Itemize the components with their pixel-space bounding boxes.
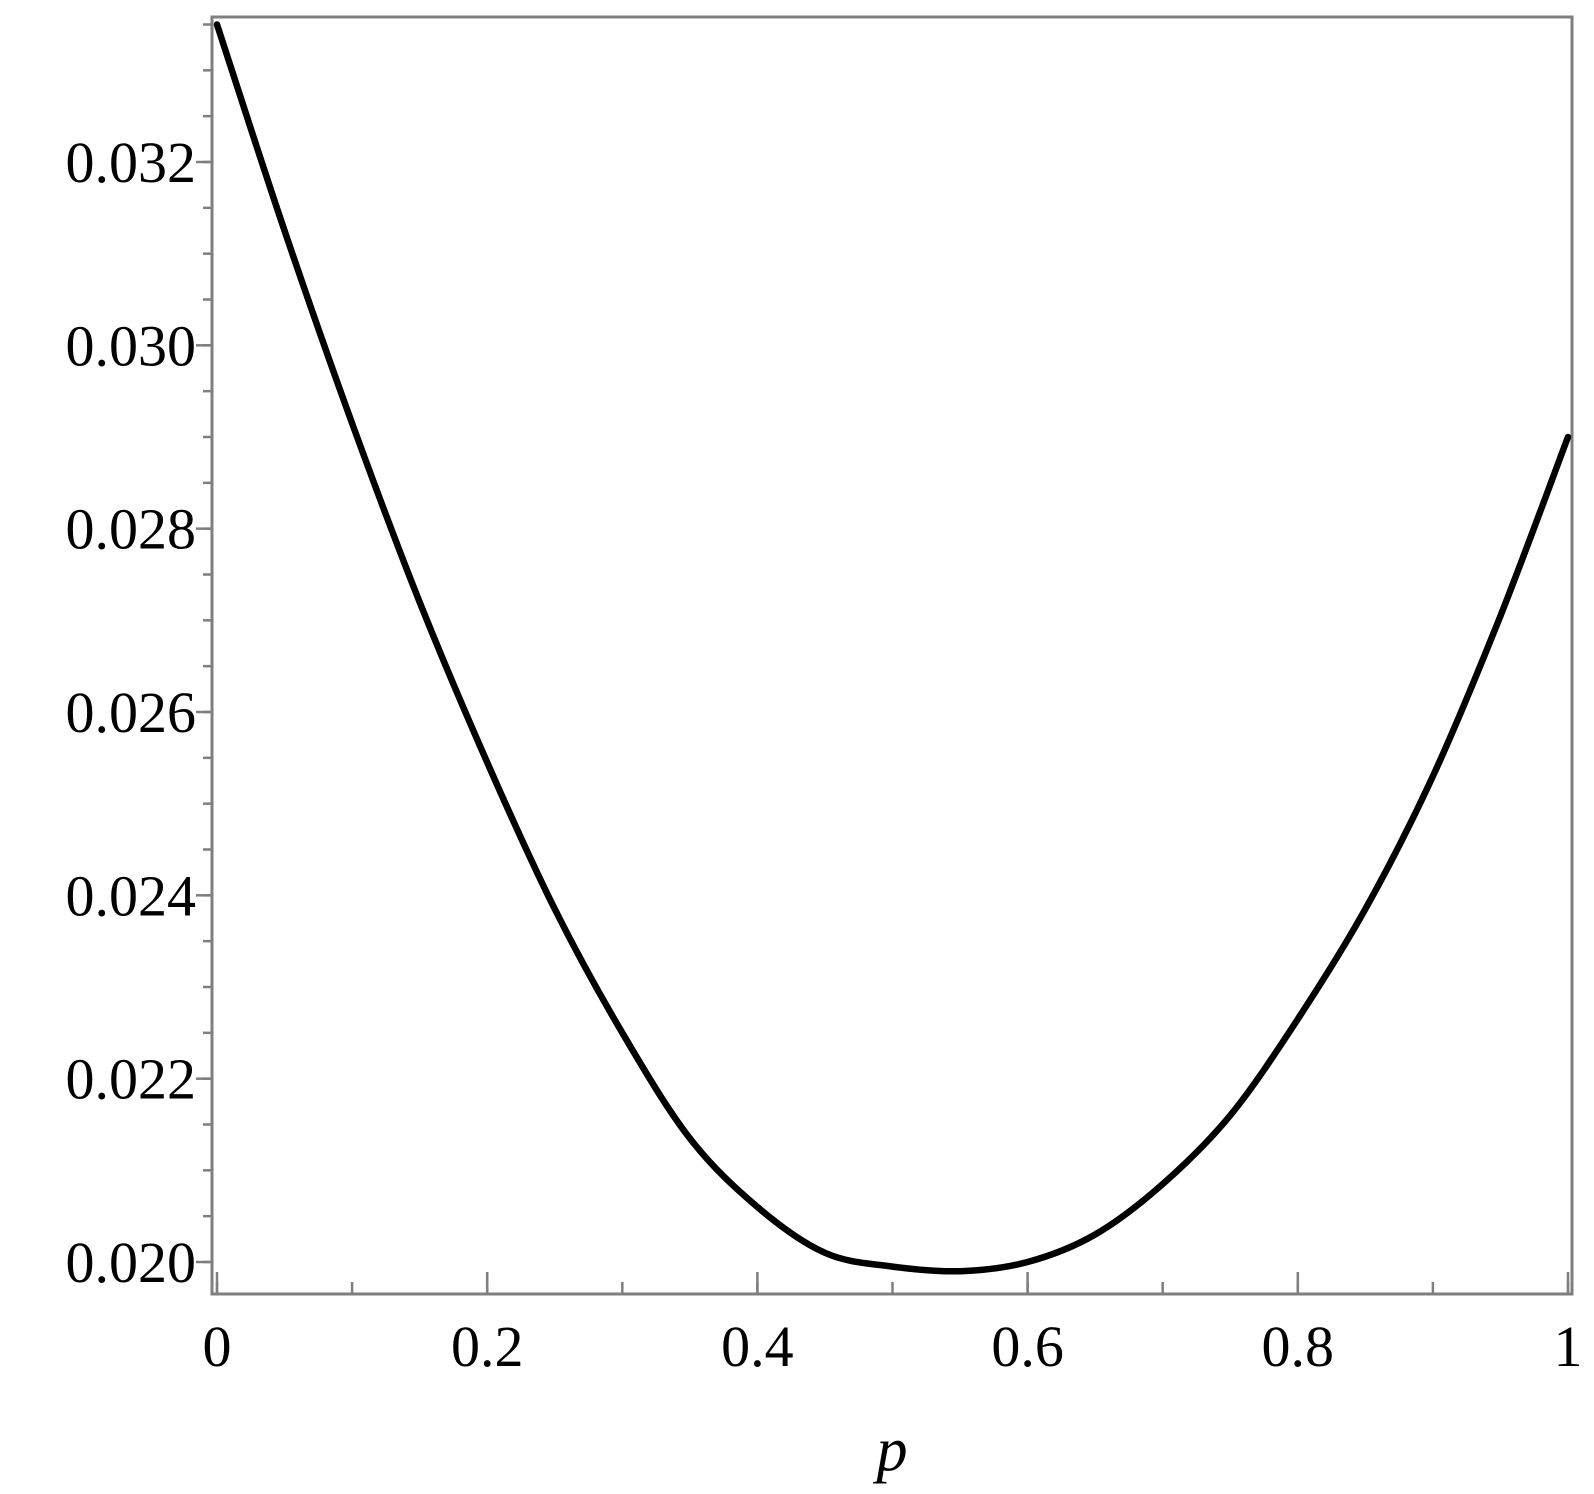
x-tick-label: 0.8 xyxy=(1262,1314,1335,1379)
plot-frame xyxy=(210,15,1574,1296)
x-tick-label: 0 xyxy=(203,1314,232,1379)
y-tick-label: 0.032 xyxy=(66,130,197,195)
x-tick-label: 0.2 xyxy=(451,1314,524,1379)
y-tick-label: 0.026 xyxy=(66,680,197,745)
major-ticks xyxy=(196,160,1570,1294)
x-tick-labels: 0 0.2 0.4 0.6 0.8 1 xyxy=(203,1314,1583,1379)
y-tick-labels: 0.020 0.022 0.024 0.026 0.028 0.030 0.032 xyxy=(66,130,197,1295)
y-tick-label: 0.020 xyxy=(66,1230,197,1295)
x-tick-label: 0.6 xyxy=(991,1314,1064,1379)
y-tick-label: 0.022 xyxy=(66,1047,197,1112)
minor-ticks xyxy=(203,23,1570,1294)
x-tick-label: 1 xyxy=(1554,1314,1583,1379)
y-tick-label: 0.024 xyxy=(66,863,197,928)
x-tick-label: 0.4 xyxy=(721,1314,794,1379)
y-tick-label: 0.028 xyxy=(66,497,197,562)
y-tick-label: 0.030 xyxy=(66,313,197,378)
series-line xyxy=(213,21,1572,1275)
x-axis-title: p xyxy=(873,1416,908,1484)
